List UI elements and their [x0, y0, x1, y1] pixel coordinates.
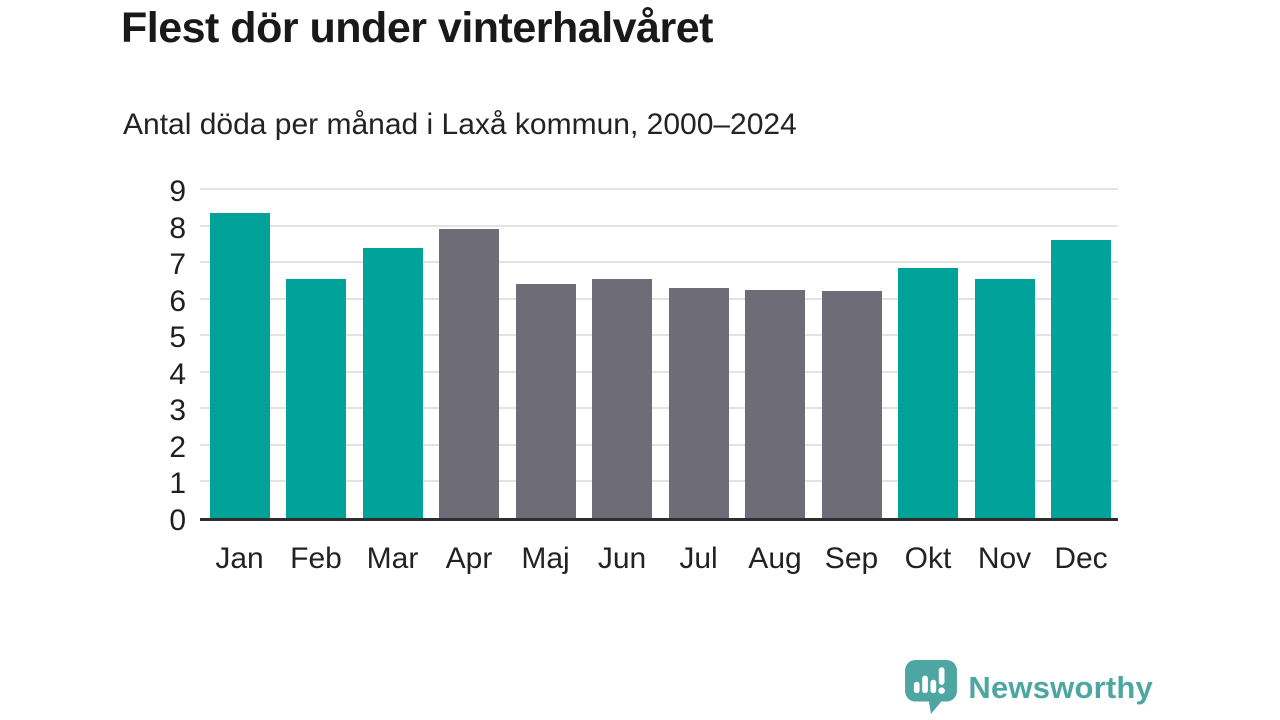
gridline-7 [200, 261, 1118, 264]
gridline-5 [200, 334, 1118, 337]
bar-dec [1051, 240, 1111, 518]
newsworthy-wordmark: Newsworthy [968, 670, 1153, 705]
gridline-6 [200, 297, 1118, 300]
x-tick-label-maj: Maj [521, 542, 570, 575]
x-tick-label-apr: Apr [445, 542, 493, 575]
y-tick-label-8: 8 [169, 211, 186, 245]
y-tick-label-6: 6 [169, 284, 186, 318]
y-tick-label-2: 2 [169, 430, 186, 464]
y-tick-label-1: 1 [169, 467, 186, 501]
y-tick-label-5: 5 [169, 321, 186, 355]
chart-title: Flest dör under vinterhalvåret [121, 4, 713, 52]
bar-jan [209, 212, 270, 518]
y-tick-label-3: 3 [169, 394, 186, 428]
y-tick-label-4: 4 [169, 357, 186, 391]
y-tick-label-9: 9 [169, 175, 186, 208]
gridline-3 [200, 407, 1118, 410]
plot-area [200, 188, 1118, 521]
y-tick-label-0: 0 [169, 504, 186, 537]
bar-jul [668, 287, 729, 518]
bar-nov [974, 278, 1035, 518]
bar-aug [745, 289, 805, 518]
x-tick-label-nov: Nov [977, 542, 1032, 575]
x-tick-label-jun: Jun [597, 542, 647, 575]
gridline-2 [200, 443, 1118, 446]
bar-apr [439, 229, 499, 518]
x-tick-label-sep: Sep [824, 542, 879, 575]
x-tick-label-feb: Feb [290, 542, 342, 575]
gridline-1 [200, 480, 1118, 483]
bar-maj [515, 284, 576, 518]
x-tick-label-dec: Dec [1054, 542, 1108, 575]
bar-chart-speech-bubble-icon [905, 660, 958, 714]
bar-okt [898, 267, 958, 518]
x-tick-label-jan: Jan [215, 542, 264, 575]
bar-mar [362, 247, 423, 518]
bar-feb [286, 278, 346, 518]
bar-jun [592, 278, 652, 518]
x-tick-label-aug: Aug [748, 542, 802, 575]
x-tick-label-okt: Okt [904, 542, 952, 575]
newsworthy-logo: Newsworthy [905, 660, 1153, 716]
x-tick-label-jul: Jul [679, 542, 718, 575]
gridline-4 [200, 370, 1118, 373]
x-axis-labels: Jan Feb Mar Apr Maj Jun Jul Aug Sep Okt Nov Dec [200, 542, 1118, 580]
y-tick-label-7: 7 [169, 248, 186, 282]
chart-subtitle: Antal döda per månad i Laxå kommun, 2000… [123, 108, 797, 141]
bar-sep [821, 291, 882, 518]
gridline-8 [200, 224, 1118, 227]
x-tick-label-mar: Mar [366, 542, 419, 575]
gridline-9 [200, 188, 1118, 190]
